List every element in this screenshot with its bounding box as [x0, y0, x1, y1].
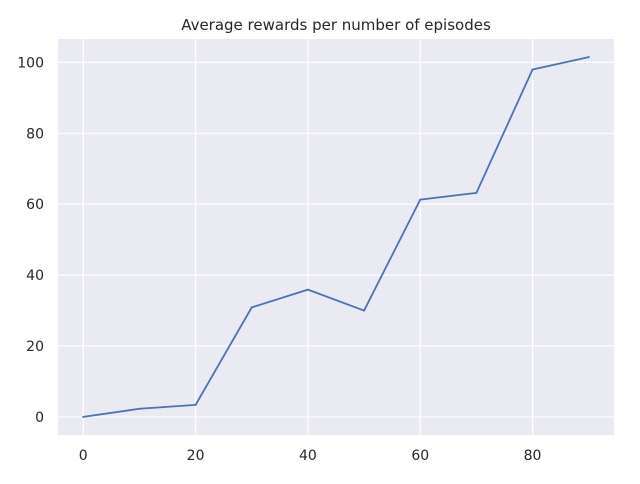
x-tick-label: 20 [187, 448, 205, 464]
data-point [475, 191, 478, 194]
y-gridlines [58, 61, 614, 418]
x-tick-label: 60 [411, 448, 429, 464]
data-point [250, 306, 253, 309]
y-tick-label: 80 [26, 126, 44, 142]
series-layer [82, 56, 590, 418]
data-point [82, 415, 85, 418]
data-point [363, 309, 366, 312]
y-tick-label: 100 [17, 55, 44, 71]
series-line [82, 56, 590, 418]
data-point [587, 56, 590, 59]
y-tick-label: 60 [26, 197, 44, 213]
data-point [419, 198, 422, 201]
y-tick-label: 40 [26, 268, 44, 284]
x-tick-label: 40 [299, 448, 317, 464]
x-tick-label: 80 [524, 448, 542, 464]
data-point [194, 403, 197, 406]
plot-area [58, 39, 614, 435]
data-point [531, 68, 534, 71]
x-axis-ticks: 0 20 40 60 80 [79, 448, 542, 464]
y-tick-label: 0 [35, 410, 44, 426]
data-point [306, 288, 309, 291]
y-tick-label: 20 [26, 339, 44, 355]
y-axis-ticks: 0 20 40 60 80 100 [17, 55, 44, 426]
x-tick-label: 0 [79, 448, 88, 464]
x-gridlines [82, 39, 534, 435]
data-point [138, 407, 141, 410]
chart-title: Average rewards per number of episodes [181, 16, 491, 34]
